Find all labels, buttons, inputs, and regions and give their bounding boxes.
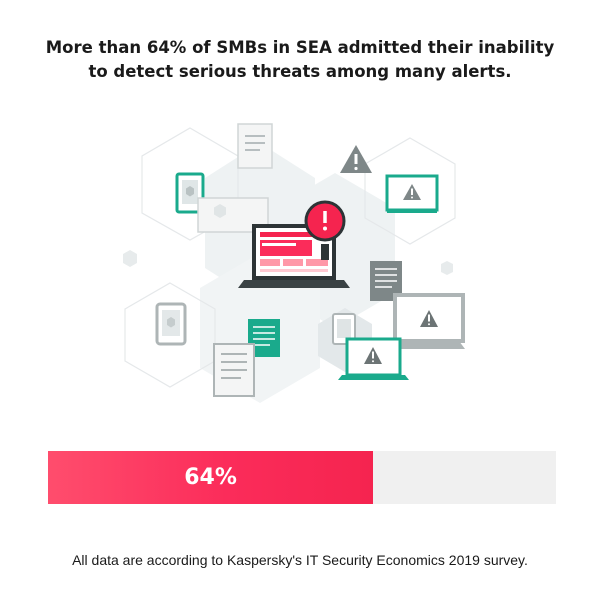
progress-bar: 64% (48, 451, 556, 504)
progress-bar-label: 64% (184, 465, 237, 490)
warning-triangle-icon (340, 145, 372, 173)
headline-line-2: to detect serious threats among many ale… (88, 62, 512, 81)
progress-bar-fill (48, 451, 374, 504)
tablet-icon (332, 313, 356, 345)
tablet-icon (175, 172, 205, 214)
monitor-alert-icon (385, 174, 439, 213)
monitor-alert-icon (393, 293, 465, 349)
headline-line-1: More than 64% of SMBs in SEA admitted th… (45, 38, 555, 57)
phone-icon (155, 302, 187, 346)
laptop-alert-icon (338, 337, 409, 380)
source-footnote: All data are according to Kaspersky's IT… (72, 552, 528, 568)
document-icon (213, 343, 255, 397)
threat-illustration (123, 123, 465, 403)
document-icon (237, 123, 273, 169)
magnifier-alert-icon (304, 200, 346, 260)
headline: More than 64% of SMBs in SEA admitted th… (30, 36, 570, 84)
